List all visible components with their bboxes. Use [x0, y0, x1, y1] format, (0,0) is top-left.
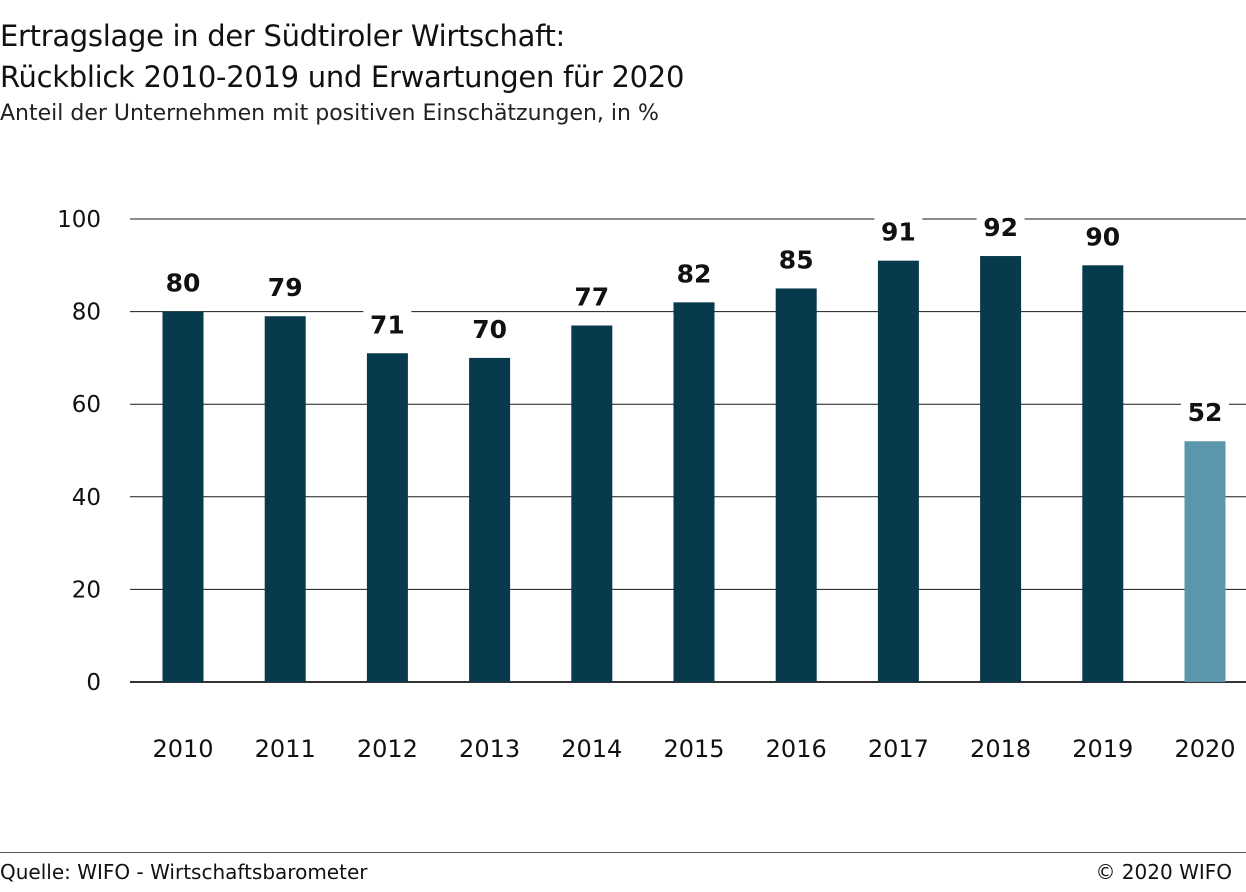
x-tick-label: 2013: [459, 735, 520, 763]
data-label-2020: 52: [1188, 398, 1223, 427]
data-label-2013: 70: [472, 315, 507, 344]
data-label-2017: 91: [881, 218, 916, 247]
chart-title-line-2: Rückblick 2010-2019 und Erwartungen für …: [0, 60, 685, 94]
data-label-background: [1078, 220, 1127, 251]
x-tick-label: 2016: [766, 735, 827, 763]
x-tick-label: 2014: [561, 735, 622, 763]
data-label-background: [261, 271, 310, 302]
data-label-2014: 77: [574, 282, 609, 311]
data-label-background: [1181, 396, 1229, 427]
data-label-background: [363, 308, 412, 339]
y-tick-label: 40: [72, 485, 101, 511]
bar-2017: [877, 260, 919, 682]
bar-2012: [366, 353, 408, 682]
x-tick-label: 2019: [1072, 735, 1133, 763]
x-tick-label: 2010: [152, 735, 213, 763]
y-tick-label: 80: [72, 300, 101, 326]
source-note: Quelle: WIFO - Wirtschaftsbarometer: [0, 860, 368, 884]
data-label-2019: 90: [1085, 222, 1120, 251]
data-label-2016: 85: [779, 245, 814, 274]
y-tick-label: 20: [72, 577, 101, 603]
bar-2018: [980, 256, 1022, 682]
x-tick-label: 2012: [357, 735, 418, 763]
y-tick-label: 0: [86, 670, 101, 696]
data-label-background: [159, 266, 207, 297]
data-label-2011: 79: [268, 273, 303, 302]
data-label-background: [772, 243, 821, 274]
chart-header: Ertragslage in der Südtiroler Wirtschaft…: [0, 16, 1246, 128]
bar-2010: [162, 311, 204, 682]
bar-2020: [1184, 441, 1226, 682]
data-label-background: [465, 312, 514, 343]
copyright-note: © 2020 WIFO: [1095, 860, 1232, 884]
data-label-background: [567, 280, 616, 311]
x-tick-label: 2011: [255, 735, 316, 763]
data-label-background: [874, 215, 923, 246]
data-label-background: [976, 211, 1025, 242]
bar-2015: [673, 302, 715, 682]
data-label-2015: 82: [677, 259, 712, 288]
bar-2016: [775, 288, 817, 682]
data-label-2010: 80: [166, 269, 201, 298]
x-tick-label: 2018: [970, 735, 1031, 763]
bar-2013: [469, 357, 511, 682]
x-tick-label: 2017: [868, 735, 929, 763]
bar-2011: [264, 316, 306, 682]
bar-2019: [1082, 265, 1124, 682]
data-label-2018: 92: [983, 213, 1018, 242]
chart-subtitle: Anteil der Unternehmen mit positiven Ein…: [0, 101, 659, 126]
y-tick-label: 60: [72, 392, 101, 418]
data-label-2012: 71: [370, 310, 405, 339]
bar-2014: [571, 325, 613, 682]
x-tick-label: 2015: [663, 735, 724, 763]
footer-divider: [0, 852, 1246, 853]
chart-title-line-1: Ertragslage in der Südtiroler Wirtschaft…: [0, 19, 565, 53]
y-tick-label: 100: [57, 207, 101, 233]
x-tick-label: 2020: [1174, 735, 1235, 763]
data-label-background: [670, 257, 718, 288]
